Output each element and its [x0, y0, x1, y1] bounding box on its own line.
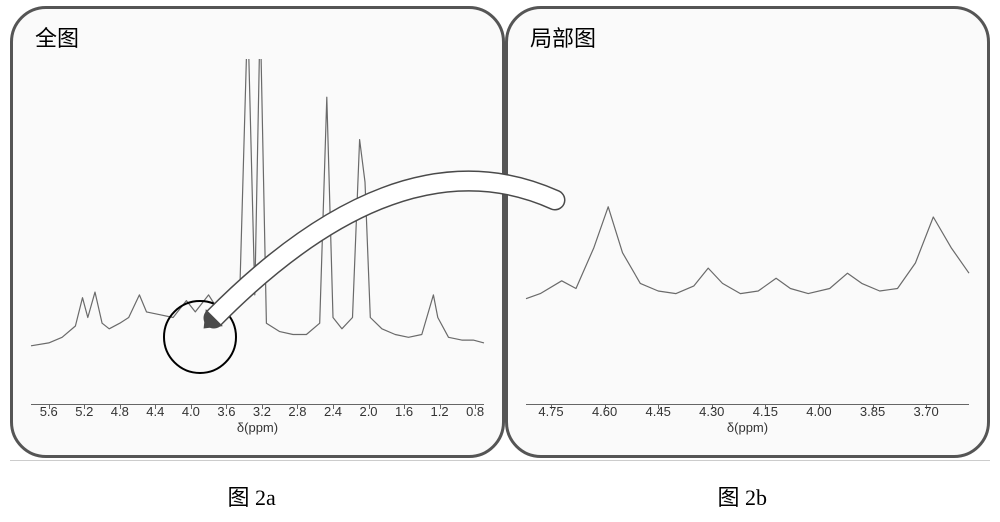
callout-arrow [0, 0, 1000, 522]
caption-right: 图 2b [718, 480, 768, 512]
caption-left: 图 2a [228, 480, 276, 512]
baseline-rule [10, 460, 990, 461]
